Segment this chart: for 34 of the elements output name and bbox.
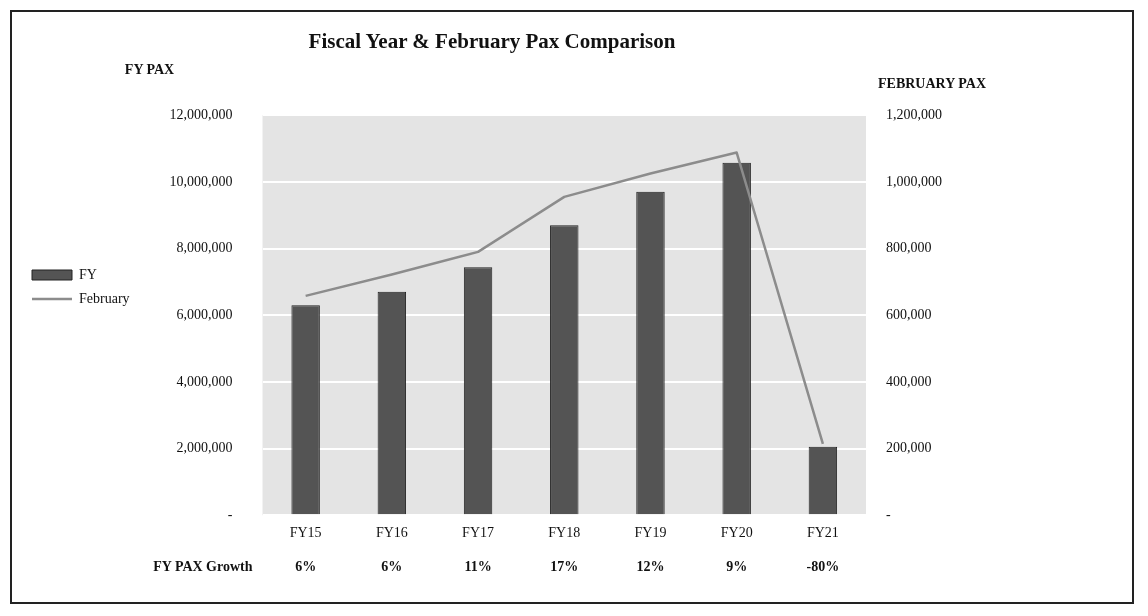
x-tick-label: FY19 [634, 525, 667, 541]
text: 9% [726, 558, 748, 574]
x-tick-label: FY18 [548, 525, 581, 541]
legend-label: February [79, 290, 130, 306]
y-tick-label: 10,000,000 [169, 173, 233, 189]
y-tick-label: 2,000,000 [176, 440, 233, 456]
y-tick-label: 8,000,000 [176, 240, 233, 256]
x-tick-label: FY16 [375, 525, 408, 541]
text: FY PAX Growth [153, 558, 253, 574]
x-tick-label: FY21 [806, 525, 839, 541]
y2-tick-label: 600,000 [886, 306, 932, 322]
y2-tick-label: 1,000,000 [886, 173, 942, 189]
text: 6% [295, 558, 317, 574]
text: 6% [381, 558, 403, 574]
y-tick-label: - [227, 506, 233, 522]
legend-label: FY [79, 266, 97, 282]
y2-axis-title: FEBRUARY PAX [878, 75, 987, 91]
x-tick-label: FY17 [462, 525, 495, 541]
x-tick-label: FY20 [720, 525, 753, 541]
chart-title: Fiscal Year & February Pax Comparison [308, 29, 676, 54]
text: -80% [806, 558, 840, 574]
text: 12% [636, 558, 665, 574]
y-tick-label: 4,000,000 [176, 373, 233, 389]
y2-tick-label: 1,200,000 [886, 106, 942, 122]
y2-tick-label: - [886, 506, 891, 522]
y-tick-label: 12,000,000 [169, 106, 233, 122]
y2-tick-label: 400,000 [886, 373, 932, 389]
x-tick-label: FY15 [289, 525, 322, 541]
y2-tick-label: 200,000 [886, 440, 932, 456]
y2-tick-label: 800,000 [886, 240, 932, 256]
y-axis-title: FY PAX [124, 61, 175, 77]
text: 17% [550, 558, 579, 574]
text: 11% [464, 558, 492, 574]
y-tick-label: 6,000,000 [176, 306, 233, 322]
